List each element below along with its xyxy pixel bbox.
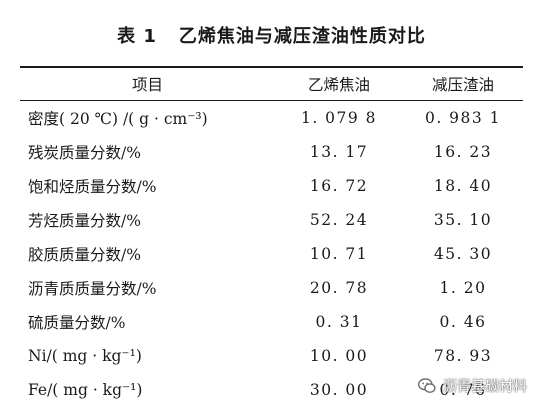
vacuum-residue-value: 1. 20: [439, 279, 487, 297]
vacuum-residue-value: 78. 93: [433, 347, 493, 365]
header-item: 项目: [131, 76, 163, 94]
vacuum-residue-value: 18. 40: [433, 177, 493, 195]
properties-table: 项目 乙烯焦油 减压渣油 密度( 20 ℃) /( g · cm⁻³) 1. 0…: [20, 66, 523, 407]
ethylene-tar-value: 52. 24: [309, 211, 369, 229]
table-row: 密度( 20 ℃) /( g · cm⁻³) 1. 079 8 0. 983 1: [20, 101, 523, 135]
row-label: Fe/( mg · kg⁻¹): [28, 381, 143, 399]
ethylene-tar-value: 10. 00: [309, 347, 369, 365]
table-title: 乙烯焦油与减压渣油性质对比: [178, 26, 426, 47]
row-label: 残炭质量分数/%: [28, 144, 141, 162]
table-row: Fe/( mg · kg⁻¹) 30. 00 0. 76: [20, 373, 523, 407]
wechat-icon: [418, 378, 436, 393]
header-rule: [20, 100, 523, 101]
vacuum-residue-value: 0. 46: [439, 313, 487, 331]
row-label: 胶质质量分数/%: [28, 246, 141, 264]
header-row: 项目 乙烯焦油 减压渣油: [20, 68, 523, 100]
vacuum-residue-value: 0. 76: [439, 381, 487, 399]
row-label: 芳烃质量分数/%: [28, 212, 141, 230]
vacuum-residue-value: 45. 30: [433, 245, 493, 263]
watermark: 沥青基碳材料: [417, 376, 527, 396]
header-vacuum-residue: 减压渣油: [431, 76, 494, 94]
table-row: Ni/( mg · kg⁻¹) 10. 00 78. 93: [20, 339, 523, 373]
vacuum-residue-value: 16. 23: [433, 143, 493, 161]
watermark-text: 沥青基碳材料: [443, 379, 527, 395]
table-number: 表 1: [117, 26, 157, 47]
ethylene-tar-value: 0. 31: [315, 313, 363, 331]
top-rule: [20, 66, 523, 68]
table-row: 残炭质量分数/% 13. 17 16. 23: [20, 135, 523, 169]
row-label: Ni/( mg · kg⁻¹): [28, 347, 142, 365]
row-label: 饱和烃质量分数/%: [28, 178, 157, 196]
ethylene-tar-value: 20. 78: [309, 279, 369, 297]
table-row: 沥青质质量分数/% 20. 78 1. 20: [20, 271, 523, 305]
table-caption: 表 1 乙烯焦油与减压渣油性质对比: [0, 22, 543, 48]
ethylene-tar-value: 13. 17: [309, 143, 369, 161]
table-row: 胶质质量分数/% 10. 71 45. 30: [20, 237, 523, 271]
ethylene-tar-value: 30. 00: [309, 381, 369, 399]
ethylene-tar-value: 10. 71: [309, 245, 369, 263]
row-label: 沥青质质量分数/%: [28, 280, 157, 298]
table-row: 硫质量分数/% 0. 31 0. 46: [20, 305, 523, 339]
table-row: 饱和烃质量分数/% 16. 72 18. 40: [20, 169, 523, 203]
table-row: 芳烃质量分数/% 52. 24 35. 10: [20, 203, 523, 237]
ethylene-tar-value: 1. 079 8: [300, 109, 378, 127]
row-label: 密度( 20 ℃) /( g · cm⁻³): [28, 110, 208, 128]
header-ethylene-tar: 乙烯焦油: [307, 76, 370, 94]
vacuum-residue-value: 35. 10: [433, 211, 493, 229]
row-label: 硫质量分数/%: [28, 314, 126, 332]
vacuum-residue-value: 0. 983 1: [424, 109, 502, 127]
ethylene-tar-value: 16. 72: [309, 177, 369, 195]
